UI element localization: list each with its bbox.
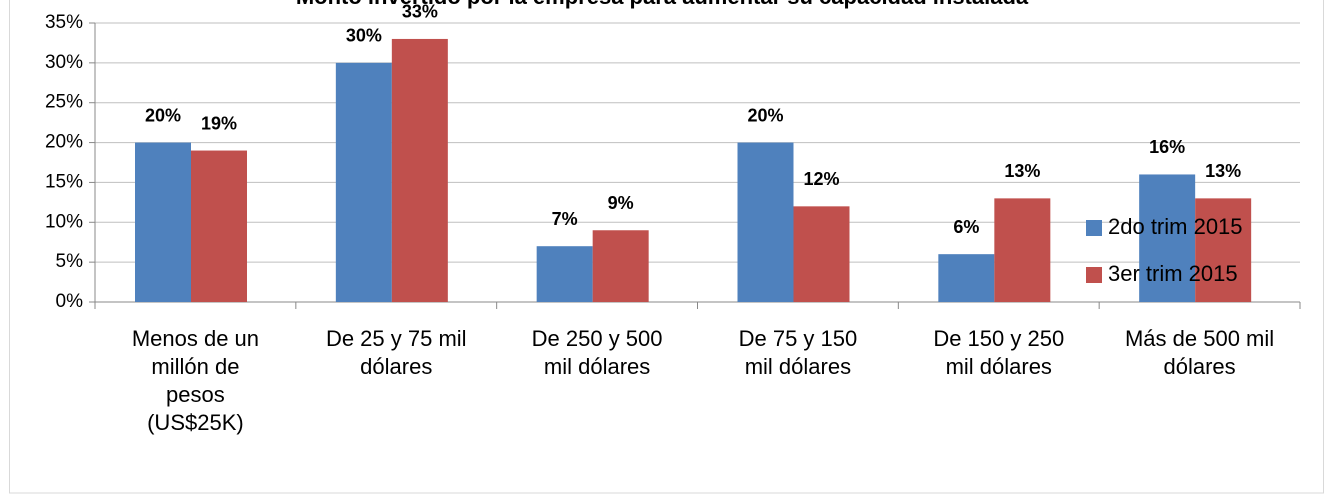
bar	[994, 198, 1051, 302]
data-label: 7%	[552, 209, 578, 229]
data-label: 13%	[1004, 161, 1040, 181]
y-tick-label: 5%	[56, 251, 84, 272]
data-label: 16%	[1149, 137, 1185, 157]
x-tick-label: De 250 y 500 mil dólares	[532, 326, 663, 379]
x-tick-label: De 25 y 75 mil dólares	[326, 326, 467, 379]
bar	[191, 150, 247, 302]
legend-label: 2do trim 2015	[1108, 214, 1243, 239]
x-tick-label: De 150 y 250 mil dólares	[933, 326, 1064, 379]
y-tick-label: 10%	[45, 211, 83, 232]
data-label: 20%	[145, 105, 181, 125]
x-tick-label: De 75 y 150 mil dólares	[739, 326, 858, 379]
data-label: 33%	[402, 2, 438, 22]
data-label: 13%	[1205, 161, 1241, 181]
legend-swatch	[1086, 220, 1102, 236]
data-label: 9%	[608, 193, 634, 213]
data-label: 6%	[953, 217, 979, 237]
bar	[793, 206, 850, 302]
bar	[536, 246, 593, 302]
legend-swatch	[1086, 267, 1102, 283]
y-tick-label: 25%	[45, 92, 83, 113]
x-tick-label: Menos de un millón de pesos (US$25K)	[132, 326, 259, 435]
bar	[335, 62, 392, 302]
bar	[1139, 174, 1196, 302]
bar	[737, 142, 794, 302]
y-tick-label: 20%	[45, 132, 83, 153]
chart-title: Monto invertido por la empresa para aume…	[296, 0, 1029, 9]
legend-label: 3er trim 2015	[1108, 261, 1238, 286]
y-tick-label: 30%	[45, 52, 83, 73]
bar	[592, 230, 649, 302]
data-label: 19%	[201, 113, 237, 133]
y-tick-label: 15%	[45, 171, 83, 192]
data-label: 30%	[346, 26, 382, 46]
data-label: 20%	[747, 105, 783, 125]
x-tick-label: Más de 500 mil dólares	[1125, 326, 1274, 379]
y-tick-label: 35%	[45, 12, 83, 33]
bar	[938, 254, 995, 302]
bar	[1195, 198, 1252, 302]
bar	[391, 38, 448, 302]
y-tick-label: 0%	[56, 291, 84, 312]
bar	[135, 142, 191, 302]
data-label: 12%	[803, 169, 839, 189]
